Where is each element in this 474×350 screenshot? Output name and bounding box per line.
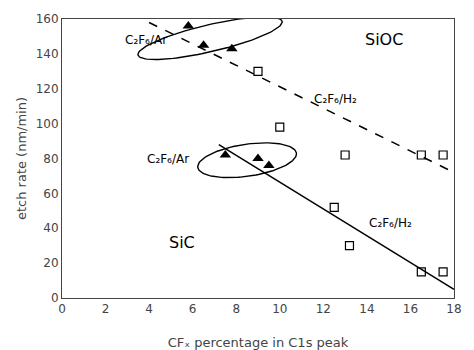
svg-text:60: 60 bbox=[43, 187, 58, 201]
svg-text:140: 140 bbox=[36, 47, 59, 61]
svg-text:40: 40 bbox=[43, 221, 58, 235]
svg-text:20: 20 bbox=[43, 256, 58, 270]
svg-text:C₂F₆/H₂: C₂F₆/H₂ bbox=[369, 216, 412, 230]
svg-text:4: 4 bbox=[145, 302, 153, 316]
svg-text:12: 12 bbox=[316, 302, 331, 316]
svg-text:120: 120 bbox=[36, 82, 59, 96]
svg-text:C₂F₆/Ar: C₂F₆/Ar bbox=[125, 33, 167, 47]
svg-text:160: 160 bbox=[36, 12, 59, 26]
svg-text:C₂F₆/Ar: C₂F₆/Ar bbox=[147, 152, 189, 166]
svg-text:8: 8 bbox=[232, 302, 240, 316]
svg-text:0: 0 bbox=[58, 302, 66, 316]
svg-text:SiOC: SiOC bbox=[365, 30, 403, 49]
svg-text:C₂F₆/H₂: C₂F₆/H₂ bbox=[314, 92, 357, 106]
svg-text:80: 80 bbox=[43, 152, 58, 166]
svg-text:0: 0 bbox=[51, 291, 59, 305]
svg-text:100: 100 bbox=[36, 117, 59, 131]
svg-text:2: 2 bbox=[102, 302, 110, 316]
svg-text:14: 14 bbox=[359, 302, 374, 316]
svg-text:10: 10 bbox=[272, 302, 287, 316]
svg-text:16: 16 bbox=[403, 302, 418, 316]
svg-text:18: 18 bbox=[446, 302, 461, 316]
svg-text:CFₓ percentage in C1s peak: CFₓ percentage in C1s peak bbox=[168, 335, 349, 350]
svg-text:SiC: SiC bbox=[169, 233, 195, 252]
svg-text:6: 6 bbox=[189, 302, 197, 316]
svg-text:etch rate (nm/min): etch rate (nm/min) bbox=[14, 97, 29, 220]
